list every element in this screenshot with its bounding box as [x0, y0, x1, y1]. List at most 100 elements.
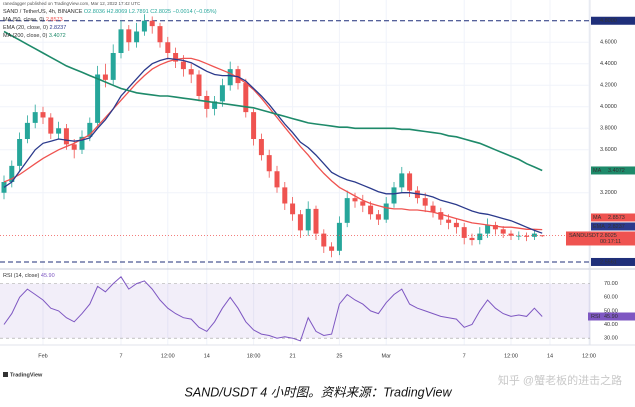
candle-body — [375, 214, 381, 220]
candle-body — [329, 246, 335, 251]
x-tick-label: 7 — [463, 353, 466, 359]
x-tick-label: 18:00 — [247, 353, 261, 359]
ma-line — [3, 30, 543, 172]
legend-entry: MA (50, close, 0) 2.8573 — [3, 17, 63, 23]
x-tick-label: 25 — [336, 353, 342, 359]
level-tag — [591, 257, 635, 266]
ma-tag — [591, 166, 635, 175]
level-label: 4.8000 — [600, 18, 617, 24]
rsi-tick-label: 40.00 — [604, 322, 618, 328]
y-tick-label: 3.8000 — [600, 126, 617, 132]
candle-body — [141, 20, 147, 32]
candle-body — [48, 117, 54, 134]
candle-body — [438, 212, 444, 220]
logo-icon — [3, 372, 8, 377]
level-label: 2.5561 — [600, 259, 617, 265]
symbol: SAND / TetherUS, 4h, BINANCE — [3, 9, 83, 15]
candle-body — [266, 155, 272, 172]
logo: TradingView — [10, 372, 43, 378]
rsi-tick-label: 60.00 — [604, 295, 618, 301]
x-tick-label: 12:00 — [504, 353, 518, 359]
watermark: 知乎 @蟹老板的进击之路 — [498, 373, 622, 387]
candle-body — [157, 26, 163, 43]
candle-body — [196, 74, 202, 96]
candle-body — [492, 225, 498, 230]
candle-body — [118, 29, 124, 53]
ma-tag-value: 3.4072 — [608, 168, 625, 174]
candle-body — [110, 53, 116, 80]
candle-body — [477, 233, 483, 241]
candle-body — [524, 235, 530, 237]
legend-name: EMA (20, close, 0) — [3, 25, 48, 31]
rsi-tag — [588, 312, 635, 321]
candle-body — [79, 136, 85, 150]
candle-body — [539, 235, 545, 237]
publisher: ranedagger published on TradingView.com,… — [3, 1, 141, 6]
candle-body — [469, 237, 475, 241]
candle-body — [516, 235, 522, 237]
candle-body — [383, 203, 389, 220]
candle-body — [251, 112, 257, 139]
candle-body — [134, 31, 140, 43]
candle-body — [40, 112, 46, 118]
x-tick-label: 14 — [547, 353, 553, 359]
candle-body — [149, 20, 155, 27]
candle-body — [368, 205, 374, 215]
symbol-line: SAND / TetherUS, 4h, BINANCE O2.8036 H2.… — [3, 9, 217, 15]
y-tick-label: 4.6000 — [600, 40, 617, 46]
legend-value: 2.8237 — [49, 25, 66, 31]
y-tick-label: 4.4000 — [600, 61, 617, 67]
candle-body — [188, 69, 194, 75]
candle-body — [17, 139, 23, 166]
price-tag — [566, 231, 635, 246]
legend-value: 2.8573 — [46, 17, 63, 23]
price-tag-value: 2.8025 — [600, 233, 617, 239]
candle-body — [446, 219, 452, 223]
candle-body — [500, 229, 506, 234]
level-tag — [591, 16, 635, 25]
candle-body — [305, 208, 311, 231]
rsi-band — [0, 283, 590, 339]
legend-name: MA (200, close, 0) — [3, 33, 47, 39]
candle-body — [243, 83, 249, 113]
candle-body — [352, 198, 358, 202]
x-tick-label: 7 — [119, 353, 122, 359]
candle-body — [56, 128, 62, 134]
candle-body — [95, 74, 101, 123]
candle-body — [173, 53, 179, 62]
candle-body — [274, 171, 280, 188]
candle-body — [219, 85, 225, 102]
x-tick-label: 12:00 — [161, 353, 175, 359]
rsi-tag-name: RSI — [591, 314, 601, 320]
y-tick-label: 4.2000 — [600, 83, 617, 89]
candle-body — [407, 173, 413, 191]
ma-tag — [591, 222, 635, 231]
x-tick-label: 12:00 — [582, 353, 596, 359]
ma-line — [3, 57, 543, 234]
candle-body — [102, 74, 108, 80]
candle-body — [32, 112, 38, 123]
rsi-line — [3, 276, 543, 342]
candle-body — [399, 173, 405, 188]
candle-body — [422, 198, 428, 206]
candle-body — [165, 42, 171, 53]
candle-body — [180, 61, 186, 70]
y-tick-label: 4.0000 — [600, 104, 617, 110]
ma-tag-value: 2.8237 — [608, 224, 625, 230]
y-tick-label: 3.6000 — [600, 147, 617, 153]
ma-tag-name: EMA — [593, 224, 605, 230]
candle-body — [430, 205, 436, 213]
candle-body — [313, 208, 319, 234]
rsi-tick-label: 30.00 — [604, 336, 618, 342]
candle-body — [258, 139, 264, 156]
rsi-name: RSI (14, close) — [3, 273, 40, 279]
ma-tag — [591, 213, 635, 222]
candle-body — [87, 122, 93, 137]
candle-body — [391, 187, 397, 204]
candle-body — [24, 122, 30, 139]
rsi-value: 45.90 — [41, 273, 55, 279]
x-tick-label: 21 — [290, 353, 296, 359]
ohlc: O2.8036 H2.8069 L2.7891 C2.8025 −0.0014 … — [84, 9, 217, 15]
